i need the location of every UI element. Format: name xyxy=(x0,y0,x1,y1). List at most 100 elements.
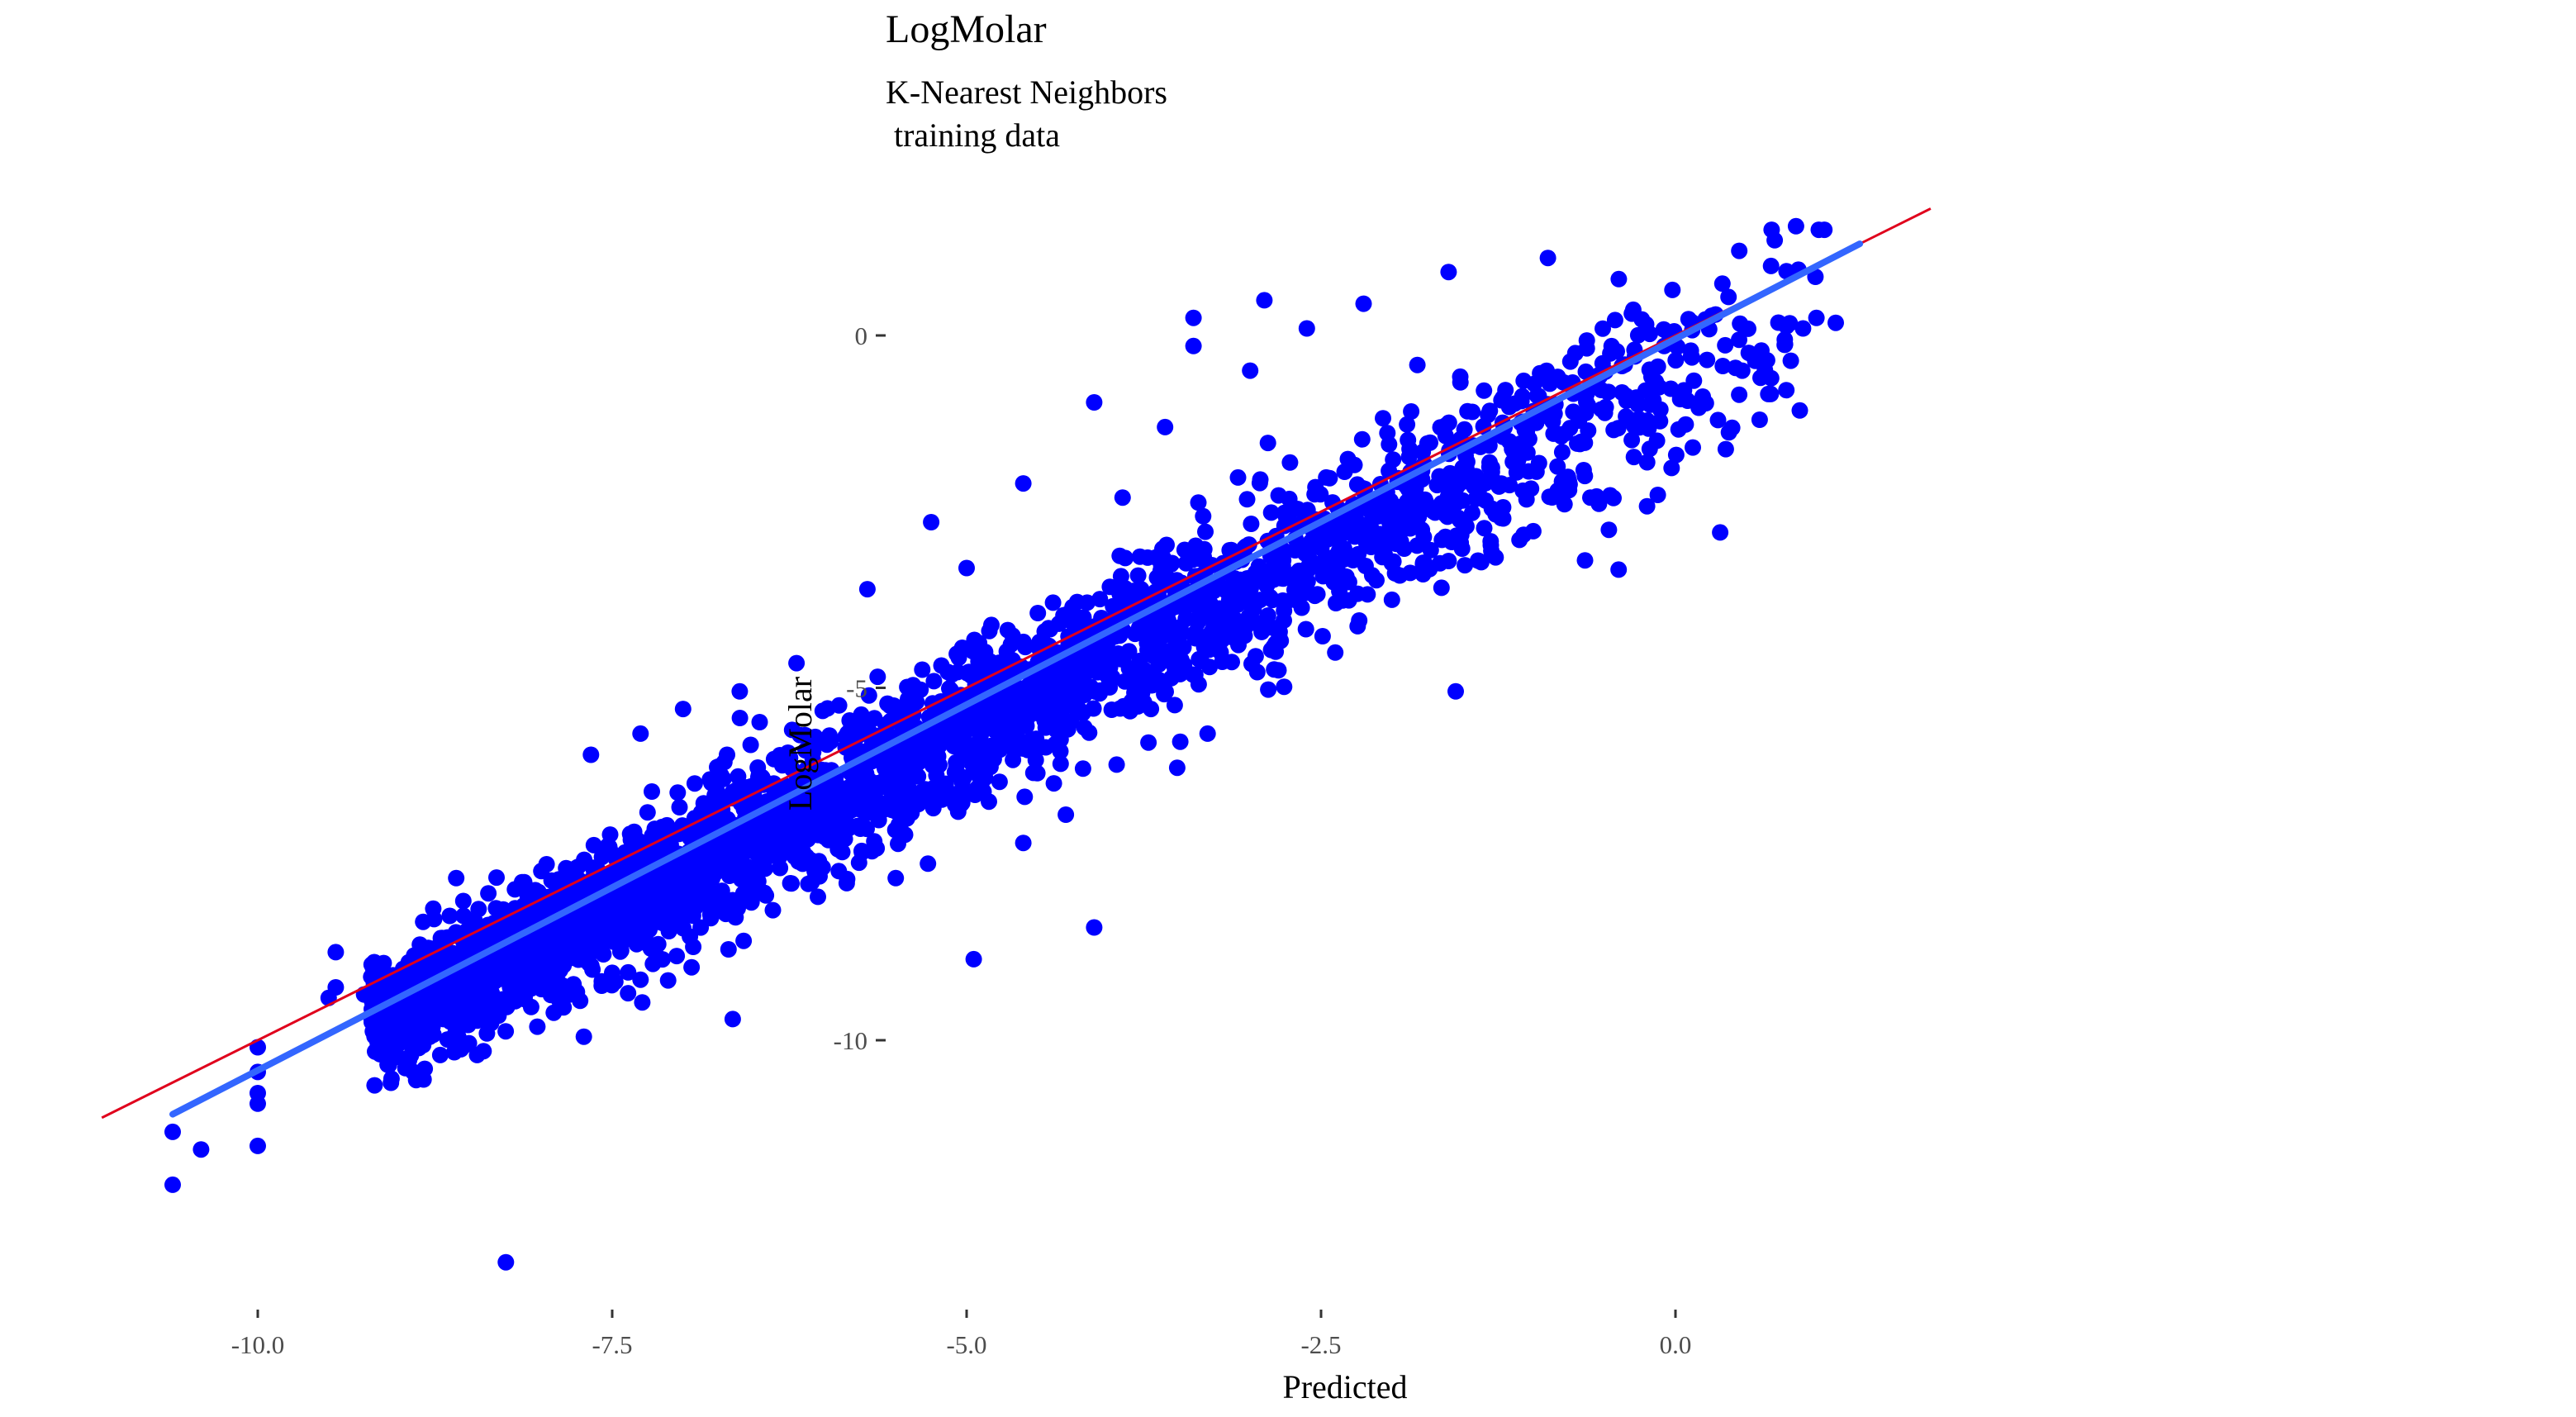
data-point xyxy=(1409,356,1426,373)
data-point xyxy=(898,741,915,758)
data-point xyxy=(1154,549,1172,566)
x-tick-label: 0.0 xyxy=(1660,1330,1692,1359)
data-point xyxy=(1297,621,1314,638)
data-point xyxy=(720,941,737,958)
data-point xyxy=(1752,369,1769,387)
data-point xyxy=(1281,454,1299,471)
data-point xyxy=(1131,548,1148,565)
data-point xyxy=(454,892,472,910)
data-point xyxy=(1260,681,1277,698)
data-point xyxy=(1385,451,1402,468)
data-point xyxy=(750,766,768,783)
data-point xyxy=(1376,545,1393,563)
data-point xyxy=(567,911,584,928)
data-point xyxy=(734,885,752,902)
data-point xyxy=(387,1044,405,1062)
data-point xyxy=(1267,643,1285,660)
data-point xyxy=(497,1253,515,1271)
data-point xyxy=(1483,500,1500,517)
data-point xyxy=(1667,446,1685,464)
data-point xyxy=(478,1025,496,1042)
data-point xyxy=(1150,656,1167,673)
data-point xyxy=(735,801,753,818)
data-point xyxy=(1475,418,1492,435)
data-point xyxy=(887,869,905,887)
y-tick-label: 0 xyxy=(855,321,868,350)
data-point xyxy=(724,1010,741,1028)
data-point xyxy=(1717,440,1734,458)
data-point xyxy=(965,760,982,777)
data-point xyxy=(853,816,870,834)
data-point xyxy=(164,1123,181,1140)
data-point xyxy=(843,777,860,795)
data-point xyxy=(1321,469,1338,487)
data-point xyxy=(1022,732,1039,749)
data-point xyxy=(1024,764,1042,782)
data-point xyxy=(1068,673,1086,690)
data-point xyxy=(522,998,539,1015)
data-point xyxy=(709,758,725,776)
data-point xyxy=(976,702,993,720)
data-point xyxy=(810,888,826,906)
data-point xyxy=(730,900,746,917)
data-point xyxy=(1595,320,1611,337)
data-point xyxy=(794,792,811,810)
data-point xyxy=(606,973,624,991)
data-point xyxy=(1713,275,1731,292)
data-point xyxy=(1649,487,1666,503)
data-point xyxy=(798,848,815,865)
data-point xyxy=(1265,559,1282,576)
y-axis-title: LogMolar xyxy=(782,677,819,811)
data-point xyxy=(1508,464,1525,481)
data-point xyxy=(1731,386,1748,403)
data-point xyxy=(1176,600,1193,616)
data-point xyxy=(1442,478,1459,495)
data-point xyxy=(437,984,454,1001)
data-point xyxy=(488,869,505,887)
x-tick-label: -2.5 xyxy=(1300,1330,1341,1359)
data-point xyxy=(490,1007,507,1025)
data-point xyxy=(1295,567,1313,584)
data-point xyxy=(674,701,692,718)
data-point xyxy=(800,875,817,892)
data-point xyxy=(805,744,822,761)
data-point xyxy=(1778,382,1795,399)
data-point xyxy=(1422,434,1438,451)
data-point xyxy=(1401,440,1419,458)
data-point xyxy=(978,740,996,758)
data-point xyxy=(584,961,601,978)
data-point xyxy=(1609,343,1625,360)
data-point xyxy=(1262,504,1280,521)
data-point xyxy=(1401,564,1419,582)
data-point xyxy=(1670,421,1687,438)
data-point xyxy=(1063,653,1081,669)
data-point xyxy=(652,906,669,923)
data-point xyxy=(1229,597,1246,614)
data-point xyxy=(1276,611,1292,629)
axes: Predicted LogMolar -10.0 -7.5 -5.0 -2.5 0.0 0… xyxy=(231,321,1692,1405)
data-point xyxy=(683,958,701,976)
data-point xyxy=(1573,433,1590,450)
data-point xyxy=(1186,629,1204,646)
data-point xyxy=(529,1018,546,1035)
data-point xyxy=(1002,708,1019,725)
data-point xyxy=(454,1038,472,1055)
data-point xyxy=(480,885,497,902)
y-tick-label: -10 xyxy=(834,1026,867,1055)
data-point xyxy=(1052,755,1069,773)
data-point xyxy=(593,972,611,990)
data-point xyxy=(1286,542,1304,559)
data-point xyxy=(1576,552,1594,569)
data-point xyxy=(1440,553,1457,569)
data-point xyxy=(1472,554,1490,571)
data-point xyxy=(448,869,465,887)
data-point xyxy=(1346,456,1363,473)
data-point xyxy=(766,839,783,856)
data-point xyxy=(811,800,829,817)
data-point xyxy=(1258,577,1276,594)
data-point xyxy=(441,907,459,925)
data-point xyxy=(632,971,649,988)
data-point xyxy=(1062,713,1080,730)
data-point xyxy=(1199,725,1216,742)
data-point xyxy=(1550,486,1567,503)
